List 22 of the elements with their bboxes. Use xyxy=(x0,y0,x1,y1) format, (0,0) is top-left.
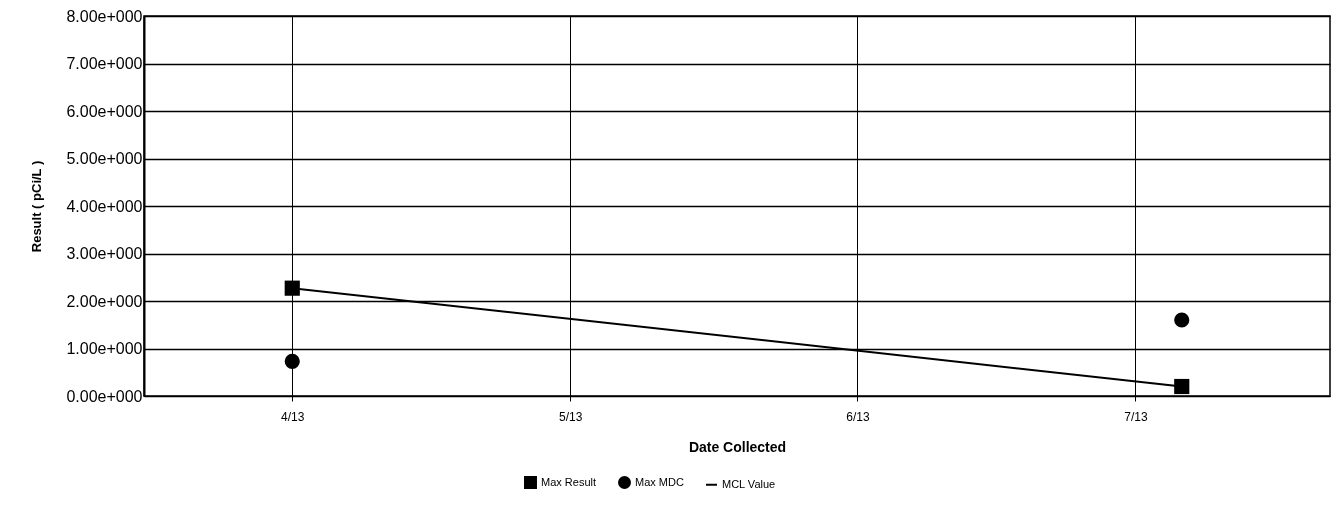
y-tick-label: 1.00e+000 xyxy=(66,340,143,357)
y-tick-label: 6.00e+000 xyxy=(66,102,143,120)
y-axis-title: Result ( pCi/L ) xyxy=(29,160,45,253)
legend-label: Max Result xyxy=(541,475,597,488)
point xyxy=(284,353,300,369)
y-tick-label: 5.00e+000 xyxy=(66,150,143,167)
x-tick-label: 4/13 xyxy=(281,409,305,424)
y-tick-label: 0.00e+000 xyxy=(66,387,143,405)
point xyxy=(1174,312,1190,328)
y-tick-label: 8.00e+000 xyxy=(66,7,143,25)
x-tick-label: 7/13 xyxy=(1124,409,1148,424)
y-tick-label: 2.00e+000 xyxy=(66,292,143,310)
y-tick-label: 7.00e+000 xyxy=(66,55,143,72)
x-tick-label: 6/13 xyxy=(846,409,870,424)
point xyxy=(284,280,300,296)
y-tick-label: 3.00e+000 xyxy=(66,245,143,262)
point xyxy=(1174,378,1190,395)
legend-label: Max MDC xyxy=(635,475,684,488)
y-tick-label: 4.00e+000 xyxy=(66,197,143,215)
x-tick-label: 5/13 xyxy=(559,409,583,424)
legend-label: MCL Value xyxy=(722,477,776,490)
x-axis-title: Date Collected xyxy=(688,438,787,455)
